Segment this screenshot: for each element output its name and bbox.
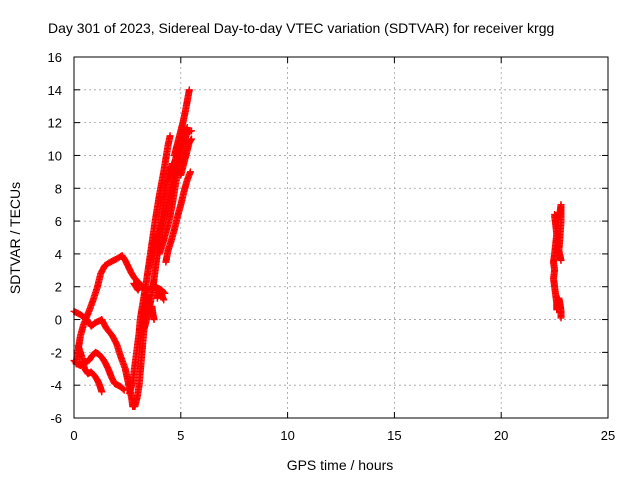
data-point (166, 132, 174, 140)
data-point (186, 168, 194, 176)
y-tick-label: 10 (48, 148, 62, 163)
y-tick-label: 12 (48, 116, 62, 131)
x-tick-label: 0 (70, 428, 77, 443)
x-tick-label: 15 (387, 428, 401, 443)
y-tick-label: 2 (55, 280, 62, 295)
y-tick-label: 16 (48, 50, 62, 65)
data-point (187, 136, 195, 144)
data-point (160, 296, 168, 304)
data-point (187, 127, 195, 135)
data-point (557, 256, 565, 264)
y-tick-label: -6 (50, 411, 62, 426)
grid-layer (74, 57, 608, 418)
chart-title: Day 301 of 2023, Sidereal Day-to-day VTE… (48, 20, 554, 36)
data-point (150, 316, 158, 324)
x-tick-label: 20 (494, 428, 508, 443)
data-points (70, 86, 565, 411)
y-tick-label: 0 (55, 313, 62, 328)
x-tick-label: 25 (601, 428, 615, 443)
y-tick-label: 4 (55, 247, 62, 262)
data-point (136, 281, 144, 289)
data-point (557, 314, 565, 322)
y-tick-label: -2 (50, 345, 62, 360)
y-tick-label: -4 (50, 378, 62, 393)
data-point (98, 388, 106, 396)
x-tick-label: 10 (280, 428, 294, 443)
data-point (187, 135, 195, 143)
plot-frame (73, 56, 609, 419)
y-tick-label: 6 (55, 214, 62, 229)
data-point (120, 386, 128, 394)
data-point (185, 86, 193, 94)
y-tick-label: 8 (55, 181, 62, 196)
y-tick-label: 14 (48, 83, 62, 98)
tick-labels: 0 5 10 15 20 25 -6 -4 -2 0 2 4 6 8 10 12 14 16 (48, 50, 616, 443)
x-tick-label: 5 (177, 428, 184, 443)
x-axis-title: GPS time / hours (287, 457, 394, 473)
data-point (119, 385, 127, 393)
y-axis-title: SDTVAR / TECUs (7, 182, 23, 294)
